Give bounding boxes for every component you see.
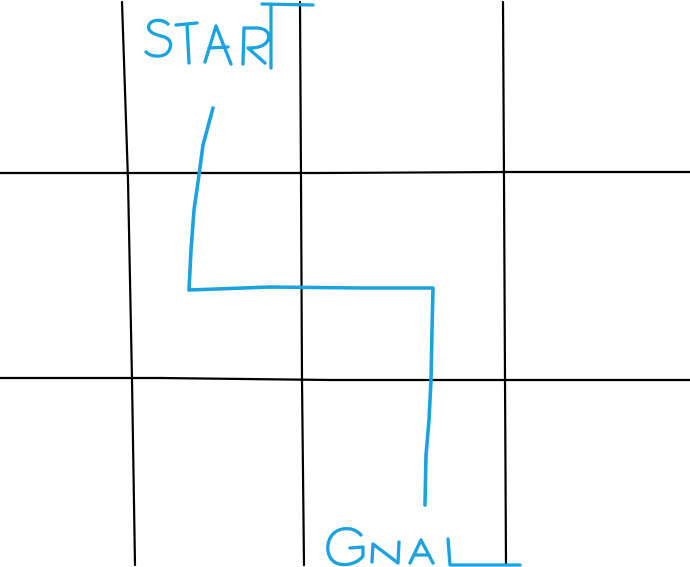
goal-letter-l [446, 537, 522, 567]
route-line [187, 106, 435, 507]
grid-line-vertical-2 [298, 0, 306, 567]
grid-line-vertical-1 [120, 0, 137, 567]
goal-letter-n [370, 540, 401, 565]
goal-label-art [326, 526, 522, 567]
start-letter-a [203, 24, 233, 66]
grid-line-horizontal-2 [0, 376, 690, 382]
route-path [187, 106, 435, 507]
start-letter-r [241, 26, 271, 66]
start-letter-s [144, 18, 173, 58]
grid-line-horizontal-1 [0, 170, 690, 175]
goal-letter-a [408, 538, 435, 565]
goal-letter-g [326, 526, 365, 567]
start-letter-t [174, 21, 199, 65]
start-label-art [144, 2, 315, 70]
grid-line-vertical-3 [501, 0, 508, 567]
start-top-mark [260, 2, 315, 7]
